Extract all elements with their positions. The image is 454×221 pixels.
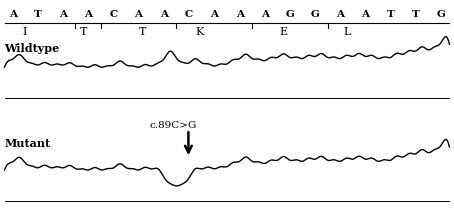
Text: K: K [196,27,204,37]
Text: A: A [134,10,143,19]
Text: I: I [23,27,27,37]
Text: T: T [80,27,88,37]
Text: A: A [336,10,345,19]
Text: G: G [311,10,320,19]
Text: T: T [387,10,395,19]
Text: A: A [84,10,92,19]
Text: A: A [59,10,67,19]
Text: A: A [160,10,168,19]
Text: C: C [185,10,193,19]
Text: E: E [280,27,288,37]
Text: A: A [236,10,244,19]
Text: G: G [437,10,446,19]
Text: L: L [344,27,351,37]
Text: G: G [285,10,294,19]
Text: T: T [139,27,147,37]
Text: C: C [109,10,118,19]
Text: T: T [412,10,420,19]
Text: A: A [9,10,17,19]
Text: A: A [261,10,269,19]
Text: Wildtype: Wildtype [5,43,60,54]
Text: c.89C>G: c.89C>G [150,122,197,130]
Text: A: A [210,10,218,19]
Text: T: T [34,10,42,19]
Text: A: A [361,10,370,19]
Text: Mutant: Mutant [5,138,51,149]
